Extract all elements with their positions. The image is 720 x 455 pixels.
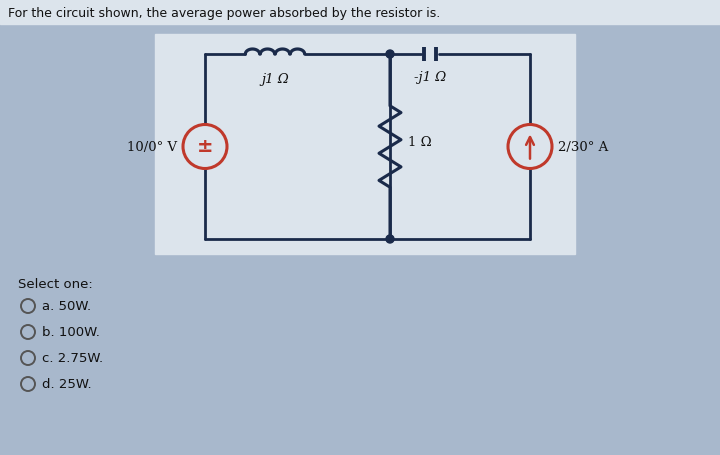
Circle shape	[183, 125, 227, 169]
Text: c. 2.75W.: c. 2.75W.	[42, 352, 103, 365]
Text: 10/0° V: 10/0° V	[127, 141, 177, 154]
Circle shape	[508, 125, 552, 169]
Text: d. 25W.: d. 25W.	[42, 378, 91, 391]
Bar	[155, 35, 575, 254]
Circle shape	[386, 236, 394, 243]
Text: Select one:: Select one:	[18, 278, 93, 290]
Text: b. 100W.: b. 100W.	[42, 326, 100, 339]
Text: 1 Ω: 1 Ω	[408, 136, 431, 149]
Text: For the circuit shown, the average power absorbed by the resistor is.: For the circuit shown, the average power…	[8, 6, 440, 20]
Bar	[0, 0, 720, 25]
Text: a. 50W.: a. 50W.	[42, 300, 91, 313]
Text: 2/30° A: 2/30° A	[558, 141, 608, 154]
Circle shape	[386, 51, 394, 59]
Text: j1 Ω: j1 Ω	[261, 73, 289, 86]
Text: ±: ±	[197, 136, 213, 156]
Text: -j1 Ω: -j1 Ω	[414, 71, 446, 84]
